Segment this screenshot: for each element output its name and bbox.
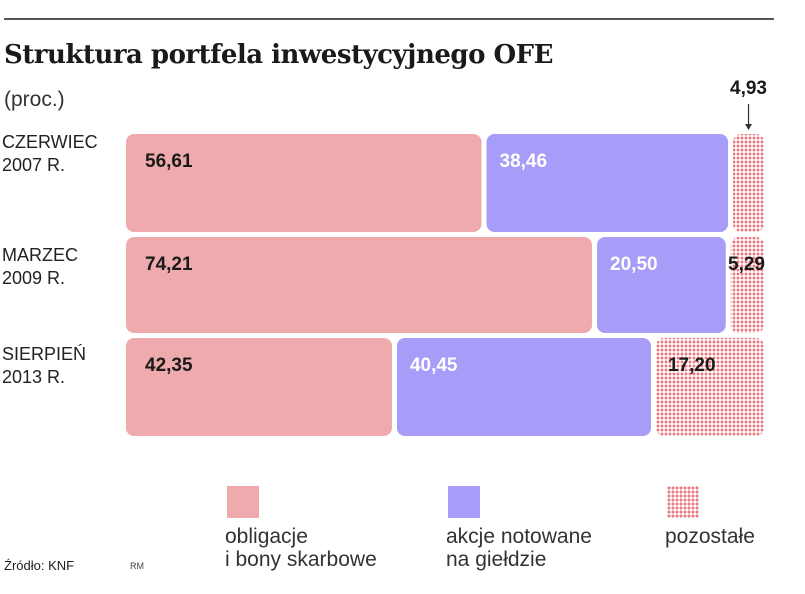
legend-label-stocks: akcje notowane na giełdzie <box>446 525 592 571</box>
bar-stocks-2007 <box>486 134 729 232</box>
bar-bonds-2013 <box>126 338 392 436</box>
value-label-other-2013: 17,20 <box>668 355 716 376</box>
chart-title: Struktura portfela inwestycyjnego OFE <box>4 40 553 70</box>
legend-stocks-line2: na giełdzie <box>446 548 547 571</box>
row-label-2007-year: 2007 R. <box>2 155 66 175</box>
row-label-2013-year: 2013 R. <box>2 367 66 387</box>
bar-stocks-2013 <box>396 338 651 436</box>
row-label-2009-year: 2009 R. <box>2 268 66 288</box>
value-label-stocks-2007: 38,46 <box>500 151 548 172</box>
chart-bars <box>126 134 764 436</box>
bar-stocks-2009 <box>597 237 726 333</box>
value-label-other-2009: 5,29 <box>728 254 765 275</box>
chart-subtitle: (proc.) <box>4 88 65 111</box>
value-label-bonds-2007: 56,61 <box>145 151 193 172</box>
value-label-bonds-2013: 42,35 <box>145 355 193 376</box>
top-rule <box>4 18 774 20</box>
source-note: Źródło: KNF <box>4 558 75 573</box>
author-credit: RM <box>130 561 144 571</box>
legend-bonds-line1: obligacje <box>225 525 308 548</box>
bar-bonds-2007 <box>126 134 482 232</box>
value-label-stocks-2013: 40,45 <box>410 355 458 376</box>
value-label-stocks-2009: 20,50 <box>610 254 658 275</box>
legend-label-other: pozostałe <box>665 525 755 548</box>
legend-label-bonds: obligacje i bony skarbowe <box>225 525 377 571</box>
legend-bonds-line2: i bony skarbowe <box>225 548 377 571</box>
row-label-2007-month: CZERWIEC <box>2 132 98 152</box>
value-label-other-2007: 4,93 <box>730 78 767 99</box>
bar-other-2007 <box>733 134 764 232</box>
row-label-2009-month: MARZEC <box>2 245 78 265</box>
value-label-bonds-2009: 74,21 <box>145 254 193 275</box>
legend-other-line1: pozostałe <box>665 525 755 548</box>
legend-swatch-stocks <box>448 486 480 518</box>
callout-arrowhead-other-2007 <box>745 124 753 130</box>
legend-swatch-bonds <box>227 486 259 518</box>
legend-stocks-line1: akcje notowane <box>446 525 592 548</box>
legend-swatch-other <box>667 486 699 518</box>
bar-other-2009 <box>730 237 764 333</box>
row-label-2013-month: SIERPIEŃ <box>2 344 87 364</box>
bar-other-2013 <box>655 338 764 436</box>
bar-bonds-2009 <box>126 237 593 333</box>
row-label-2013: SIERPIEŃ 2013 R. <box>2 343 86 389</box>
chart-value-labels: 56,61 38,46 4,93 74,21 20,50 5,29 42,35 40,45 17… <box>145 78 767 376</box>
row-label-2009: MARZEC 2009 R. <box>2 244 78 290</box>
row-label-2007: CZERWIEC 2007 R. <box>2 131 98 177</box>
